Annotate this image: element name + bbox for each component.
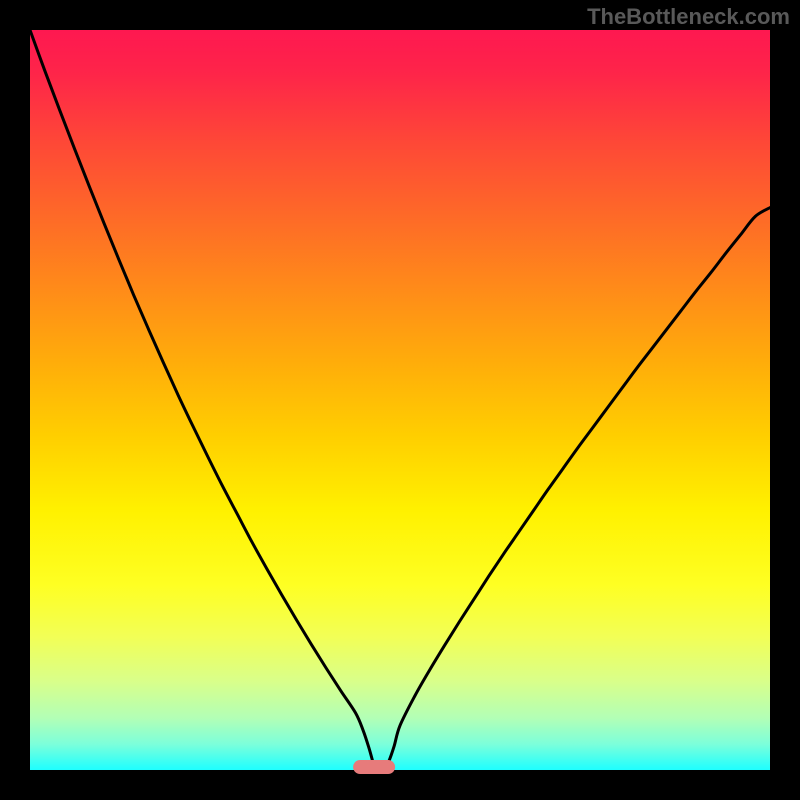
optimum-marker [353,760,395,774]
watermark-text: TheBottleneck.com [587,4,790,30]
plot-background [30,30,770,770]
chart-container: TheBottleneck.com [0,0,800,800]
chart-svg [0,0,800,800]
